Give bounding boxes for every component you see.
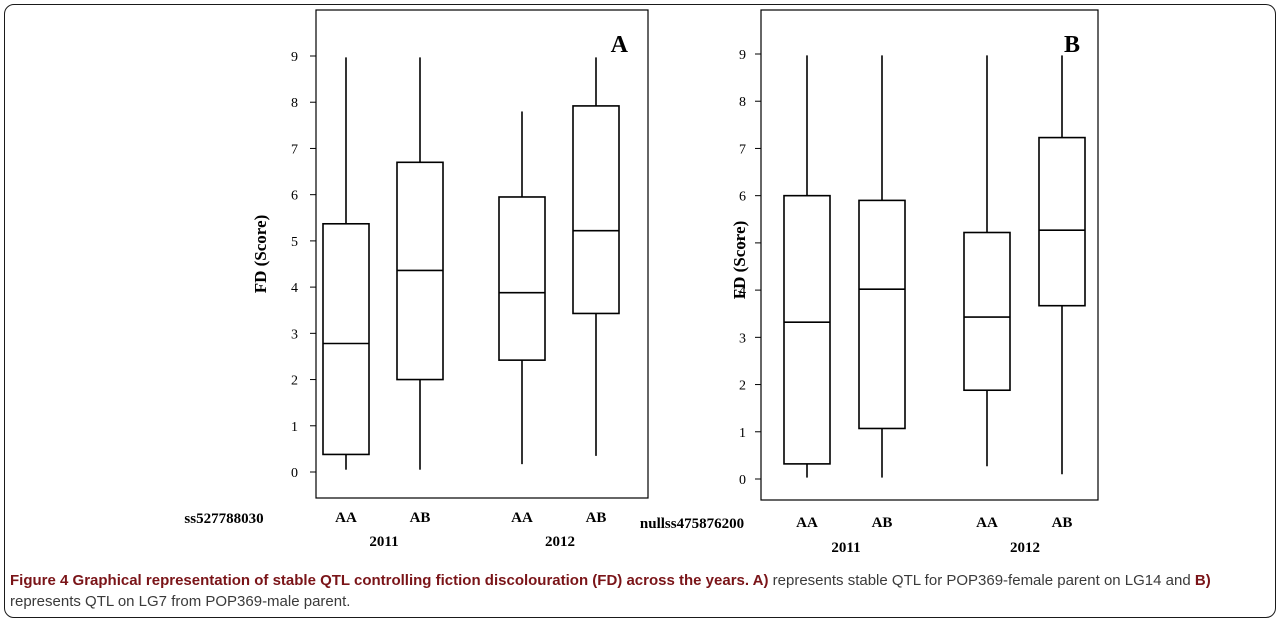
- genotype-label: AB: [586, 510, 607, 526]
- y-tick-label-3: 3: [739, 331, 746, 346]
- caption-title: Graphical representation of stable QTL c…: [68, 572, 750, 589]
- panel-label-a: A: [611, 32, 629, 58]
- box-iqr: [322, 222, 370, 456]
- y-tick-label-2: 2: [739, 379, 746, 394]
- y-tick-label-7: 7: [291, 142, 298, 157]
- y-tick-label-1: 1: [291, 420, 298, 435]
- y-tick-label-8: 8: [739, 95, 746, 110]
- caption-a-label: A): [749, 572, 769, 589]
- panel-a: A FD (Score) 0 1 2 3 4 5 6 7 8 9 AA AB AA AB 2011 2012…: [184, 9, 649, 550]
- year-label-2012: 2012: [545, 534, 575, 550]
- boxes-a: [322, 57, 620, 470]
- box-ab-2011: [396, 57, 444, 470]
- box-aa-2012: [963, 55, 1011, 467]
- genotype-label: AA: [511, 510, 533, 526]
- box-iqr: [498, 196, 546, 361]
- marker-label-b: nullss475876200: [640, 516, 744, 532]
- x-labels-a: AA AB AA AB 2011 2012: [335, 510, 606, 550]
- genotype-label: AB: [1052, 515, 1073, 531]
- caption-b-text: represents QTL on LG7 from POP369-male p…: [10, 593, 351, 610]
- box-ab-2012: [572, 57, 620, 456]
- box-iqr: [572, 105, 620, 315]
- y-ticks-b: 0 1 2 3 4 5 6 7 8 9: [739, 48, 761, 488]
- caption-figure-label: Figure 4: [10, 572, 69, 589]
- year-label-2011: 2011: [831, 540, 860, 556]
- y-tick-label-6: 6: [291, 189, 298, 204]
- box-iqr: [1038, 136, 1086, 307]
- box-ab-2011: [858, 55, 906, 478]
- boxes-b: [783, 55, 1086, 478]
- box-aa-2011: [322, 57, 370, 470]
- box-iqr: [858, 199, 906, 430]
- y-axis-label-b: FD (Score): [730, 221, 749, 300]
- genotype-label: AB: [410, 510, 431, 526]
- y-axis-label-a: FD (Score): [251, 215, 270, 294]
- box-iqr: [783, 194, 831, 465]
- y-tick-label-4: 4: [291, 281, 298, 296]
- y-tick-label-0: 0: [291, 466, 298, 481]
- y-tick-label-1: 1: [739, 426, 746, 441]
- figure-caption: Figure 4 Graphical representation of sta…: [10, 570, 1272, 612]
- y-tick-label-3: 3: [291, 327, 298, 342]
- panel-label-b: B: [1064, 32, 1080, 58]
- y-tick-label-4: 4: [739, 284, 746, 299]
- marker-label-a: ss527788030: [184, 511, 263, 527]
- y-ticks-a: 0 1 2 3 4 5 6 7 8 9: [291, 50, 316, 481]
- y-tick-label-0: 0: [739, 473, 746, 488]
- box-aa-2012: [498, 111, 546, 465]
- genotype-label: AA: [335, 510, 357, 526]
- year-label-2011: 2011: [369, 534, 398, 550]
- genotype-label: AB: [872, 515, 893, 531]
- box-aa-2011: [783, 55, 831, 478]
- y-tick-label-5: 5: [291, 235, 298, 250]
- y-tick-label-8: 8: [291, 96, 298, 111]
- y-tick-label-2: 2: [291, 374, 298, 389]
- panel-b: B FD (Score) 0 1 2 3 4 5 6 7 8 9 AA AB AA AB 2011 2012…: [640, 9, 1099, 556]
- y-tick-label-5: 5: [739, 237, 746, 252]
- genotype-label: AA: [976, 515, 998, 531]
- caption-a-text: represents stable QTL for POP369-female …: [768, 572, 1195, 589]
- caption-b-label: B): [1194, 572, 1211, 589]
- plot-frame-b: [760, 9, 1099, 501]
- year-label-2012: 2012: [1010, 540, 1040, 556]
- figure-frame: [4, 4, 1276, 618]
- box-iqr: [963, 231, 1011, 392]
- y-tick-label-9: 9: [739, 48, 746, 63]
- y-tick-label-6: 6: [739, 190, 746, 205]
- plot-frame-a: [315, 9, 649, 499]
- y-tick-label-9: 9: [291, 50, 298, 65]
- x-labels-b: AA AB AA AB 2011 2012: [796, 515, 1072, 556]
- genotype-label: AA: [796, 515, 818, 531]
- box-ab-2012: [1038, 55, 1086, 475]
- y-tick-label-7: 7: [739, 142, 746, 157]
